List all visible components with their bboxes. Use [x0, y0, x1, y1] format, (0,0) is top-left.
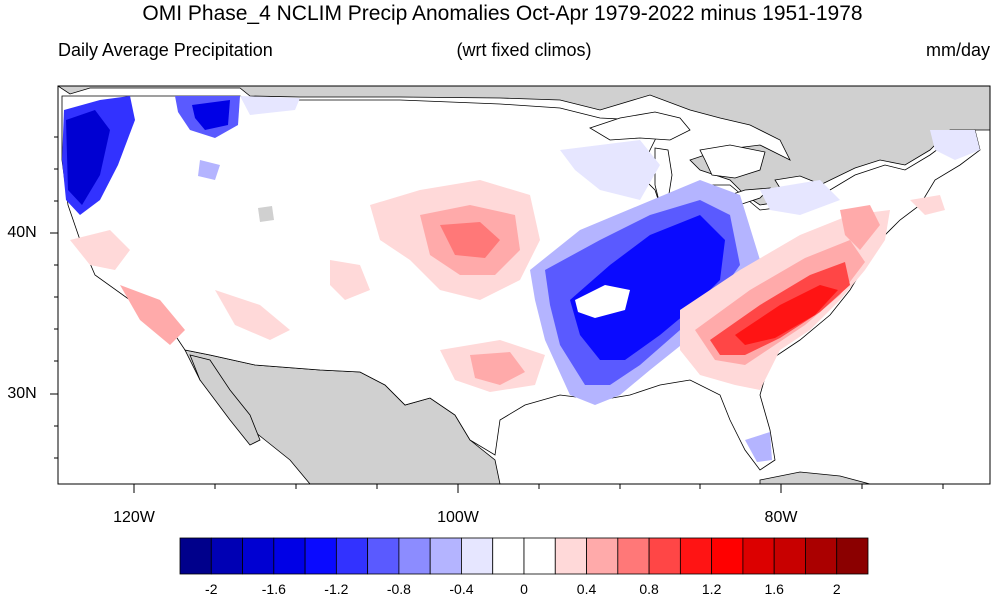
colorbar-swatch — [429, 537, 462, 575]
no-data-patch — [258, 206, 274, 222]
colorbar-swatch — [554, 537, 587, 575]
map-content — [58, 86, 990, 484]
colorbar-swatch — [304, 537, 337, 575]
cuba-land — [759, 471, 871, 484]
colorbar-swatch — [805, 537, 838, 575]
colorbar-tick-label: 1.6 — [764, 581, 784, 597]
colorbar-swatch — [742, 537, 775, 575]
canada-land — [58, 86, 990, 206]
colorbar-swatch — [461, 537, 494, 575]
axis-ticks — [50, 136, 944, 493]
positive-anomalies — [70, 180, 945, 392]
colorbar-tick-label: -0.4 — [449, 581, 474, 597]
colorbar-swatch — [273, 537, 306, 575]
colorbar-tick-label: 0.4 — [576, 581, 597, 597]
colorbar-swatch — [648, 537, 681, 575]
colorbar-tick-label: 2 — [832, 581, 841, 597]
figure-title: OMI Phase_4 NCLIM Precip Anomalies Oct-A… — [142, 2, 863, 25]
lon-label-80w: 80W — [764, 509, 798, 526]
colorbar-tick-label: -1.6 — [261, 581, 286, 597]
colorbar-swatch — [836, 537, 869, 575]
lon-label-120w: 120W — [113, 509, 155, 526]
lat-label-30n: 30N — [7, 385, 37, 402]
lat-label-40n: 40N — [7, 224, 37, 241]
colorbar-swatch — [679, 537, 713, 575]
colorbar-tick-label: -0.8 — [386, 581, 411, 597]
colorbar-swatch — [398, 537, 431, 575]
colorbar-swatch — [773, 537, 806, 575]
colorbar-tick-label: -2 — [205, 581, 218, 597]
colorbar-swatch — [367, 537, 400, 575]
negative-anomalies — [62, 96, 980, 462]
colorbar-swatch — [617, 537, 650, 575]
colorbar-swatch — [210, 537, 243, 575]
lake-huron — [699, 144, 766, 179]
colorbar-swatch — [335, 537, 369, 575]
subtitle-center: (wrt fixed climos) — [456, 40, 592, 60]
units-label: mm/day — [925, 40, 990, 60]
colorbar — [179, 537, 869, 575]
lake-superior — [589, 111, 691, 141]
colorbar-tick-label: 0 — [520, 581, 528, 597]
lon-label-100w: 100W — [437, 509, 479, 526]
colorbar-swatch — [179, 537, 212, 575]
colorbar-swatch — [242, 537, 275, 575]
baja-peninsula — [189, 354, 261, 446]
colorbar-swatch — [586, 537, 619, 575]
colorbar-swatch — [492, 537, 525, 575]
map-frame — [57, 85, 991, 485]
colorbar-swatch — [523, 537, 556, 575]
colorbar-tick-label: 0.8 — [639, 581, 659, 597]
colorbar-tick-label: -1.2 — [324, 581, 349, 597]
subtitle-left: Daily Average Precipitation — [58, 40, 273, 60]
colorbar-swatch — [711, 537, 744, 575]
colorbar-tick-label: 1.2 — [701, 581, 722, 597]
